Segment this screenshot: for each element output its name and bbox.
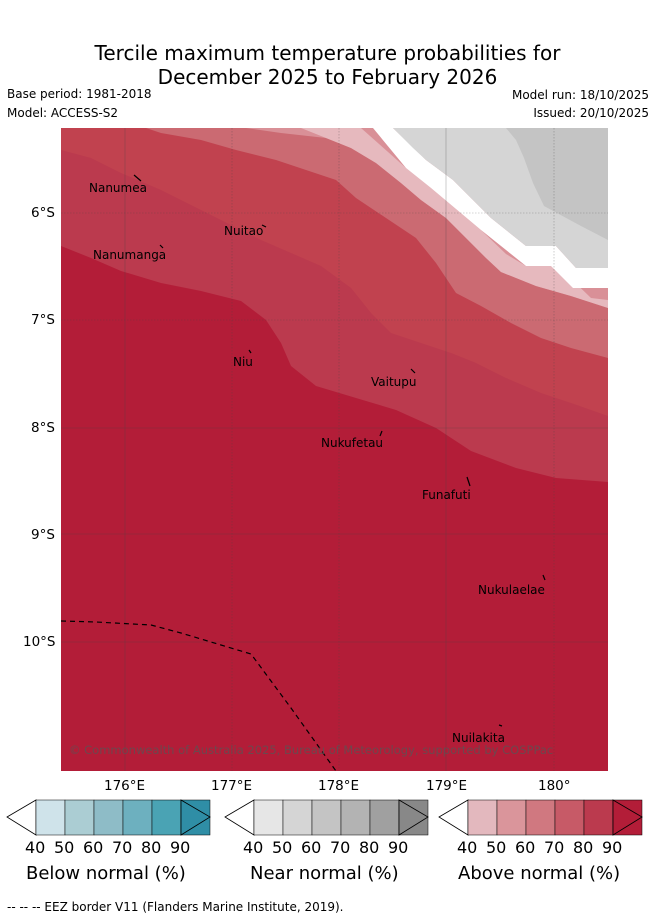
colorbar-tick: 80	[359, 838, 380, 857]
zone-near-60	[506, 128, 608, 240]
lat-label: 9°S	[31, 527, 55, 543]
colorbar-below-normal	[6, 799, 211, 836]
colorbar-extend-high	[398, 799, 429, 836]
colorbar-extend-high	[180, 799, 211, 836]
colorbar-tick: 90	[170, 838, 191, 857]
colorbar-tick: 40	[25, 838, 46, 857]
colorbar-swatch	[525, 799, 556, 836]
colorbar-tick: 60	[83, 838, 104, 857]
colorbar-swatch	[282, 799, 313, 836]
lon-label: 179°E	[426, 778, 468, 794]
colorbar-extend-low	[6, 799, 37, 836]
issued-date: Issued: 20/10/2025	[533, 106, 649, 120]
colorbar-swatch	[122, 799, 153, 836]
zone-above-40	[301, 128, 608, 308]
lon-label: 176°E	[104, 778, 146, 794]
probability-map[interactable]: Nanumea Nuitao Nanumanga Niu Vaitupu Nuk…	[61, 128, 608, 771]
map-title-line2: December 2025 to February 2026	[157, 65, 498, 89]
colorbar-tick: 80	[141, 838, 162, 857]
colorbar-tick: 90	[602, 838, 623, 857]
colorbar-tick: 50	[54, 838, 75, 857]
colorbar-tick: 70	[544, 838, 565, 857]
colorbar-swatch	[340, 799, 371, 836]
colorbar-tick: 60	[515, 838, 536, 857]
colorbar-swatch	[311, 799, 342, 836]
map-title-line1: Tercile maximum temperature probabilitie…	[94, 41, 561, 65]
colorbar-near-normal	[224, 799, 429, 836]
colorbar-extend-low	[224, 799, 255, 836]
graticule	[61, 128, 608, 771]
legend-title-near: Near normal (%)	[250, 863, 399, 884]
model-name: Model: ACCESS-S2	[7, 106, 119, 120]
lon-label: 178°E	[318, 778, 360, 794]
colorbar-tick: 80	[573, 838, 594, 857]
place-label-niu: Niu	[233, 355, 253, 369]
colorbar-swatch	[35, 799, 66, 836]
place-label-nanumea: Nanumea	[89, 181, 147, 195]
lat-label: 10°S	[23, 634, 56, 650]
colorbar-swatch	[369, 799, 400, 836]
model-run: Model run: 18/10/2025	[511, 88, 649, 102]
place-label-nuitao: Nuitao	[224, 224, 263, 238]
legend-title-above: Above normal (%)	[458, 863, 621, 884]
legend-title-below: Below normal (%)	[26, 863, 186, 884]
colorbar-swatch	[253, 799, 284, 836]
colorbar-swatch	[151, 799, 182, 836]
colorbar-tick: 90	[388, 838, 409, 857]
place-label-nuilakita: Nuilakita	[452, 731, 505, 745]
colorbar-swatch	[583, 799, 614, 836]
colorbar-swatch	[93, 799, 124, 836]
eez-border	[61, 620, 337, 771]
place-label-funafuti: Funafuti	[422, 488, 471, 502]
colorbar-swatch	[554, 799, 585, 836]
colorbar-tick: 70	[330, 838, 351, 857]
place-label-vaitupu: Vaitupu	[371, 375, 417, 389]
colorbar-extend-high	[612, 799, 643, 836]
eez-footnote: -- -- -- EEZ border V11 (Flanders Marine…	[7, 900, 344, 914]
base-period: Base period: 1981-2018	[7, 87, 152, 101]
colorbar-swatch	[64, 799, 95, 836]
place-label-nukulaelae: Nukulaelae	[478, 583, 545, 597]
lon-label: 180°	[538, 778, 571, 794]
colorbar-tick: 40	[243, 838, 264, 857]
lat-label: 8°S	[31, 420, 55, 436]
colorbar-above-normal	[438, 799, 643, 836]
place-label-nanumanga: Nanumanga	[93, 248, 166, 262]
lat-label: 7°S	[31, 312, 55, 328]
island-marks	[133, 174, 546, 727]
colorbar-swatch	[496, 799, 527, 836]
colorbar-tick: 60	[301, 838, 322, 857]
lat-label: 6°S	[31, 205, 55, 221]
colorbar-tick: 70	[112, 838, 133, 857]
colorbar-extend-low	[438, 799, 469, 836]
zone-under-40	[373, 128, 608, 288]
colorbar-swatch	[467, 799, 498, 836]
copyright-notice: © Commonwealth of Australia 2025, Bureau…	[69, 743, 553, 757]
lon-label: 177°E	[211, 778, 253, 794]
colorbar-tick: 50	[486, 838, 507, 857]
colorbar-tick: 40	[457, 838, 478, 857]
colorbar-tick: 50	[272, 838, 293, 857]
place-label-nukufetau: Nukufetau	[321, 436, 383, 450]
